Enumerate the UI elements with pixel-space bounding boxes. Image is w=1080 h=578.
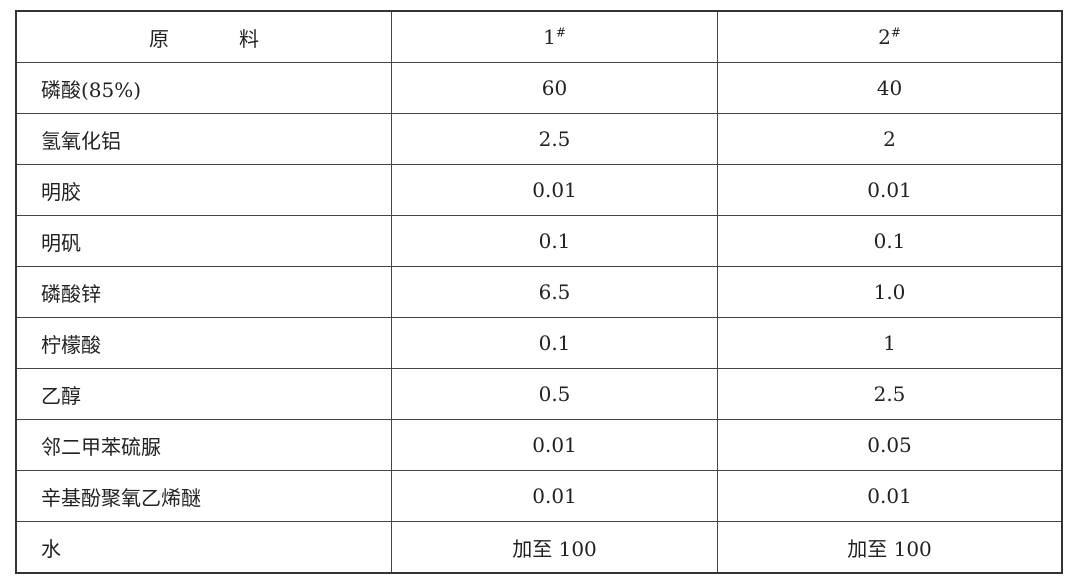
formula-table: 原料 1# 2# 磷酸(85%) 60 40 氢氧化铝 2.5 2 明胶 0.01 0.01 明矾… bbox=[15, 10, 1063, 574]
formula-2-cell: 1.0 bbox=[717, 266, 1063, 318]
formula-2-cell: 0.1 bbox=[717, 215, 1063, 267]
formula-1-cell: 0.01 bbox=[391, 470, 718, 522]
material-cell: 明矾 bbox=[15, 215, 392, 267]
header-mark: # bbox=[555, 25, 566, 40]
table-row: 明矾 0.1 0.1 bbox=[15, 215, 1063, 267]
material-cell: 辛基酚聚氧乙烯醚 bbox=[15, 470, 392, 522]
table-row: 乙醇 0.5 2.5 bbox=[15, 368, 1063, 420]
formula-2-cell: 2.5 bbox=[717, 368, 1063, 420]
formula-2-cell: 1 bbox=[717, 317, 1063, 369]
formula-2-cell: 加至 100 bbox=[717, 521, 1063, 574]
header-char: 原 bbox=[149, 26, 169, 51]
header-number: 1 bbox=[543, 25, 556, 49]
header-formula-2: 2# bbox=[717, 10, 1063, 63]
header-char: 料 bbox=[239, 26, 259, 51]
material-cell: 磷酸(85%) bbox=[15, 62, 392, 114]
header-mark: # bbox=[890, 25, 901, 40]
formula-1-cell: 6.5 bbox=[391, 266, 718, 318]
table-row: 氢氧化铝 2.5 2 bbox=[15, 113, 1063, 165]
table-row: 邻二甲苯硫脲 0.01 0.05 bbox=[15, 419, 1063, 471]
material-cell: 水 bbox=[15, 521, 392, 574]
formula-1-cell: 加至 100 bbox=[391, 521, 718, 574]
formula-1-cell: 60 bbox=[391, 62, 718, 114]
material-cell: 邻二甲苯硫脲 bbox=[15, 419, 392, 471]
header-number: 2 bbox=[878, 25, 891, 49]
header-material: 原料 bbox=[15, 10, 392, 63]
table-row: 水加至 100 加至 100 bbox=[15, 521, 1063, 574]
formula-2-cell: 0.01 bbox=[717, 470, 1063, 522]
formula-1-cell: 2.5 bbox=[391, 113, 718, 165]
formula-1-cell: 0.5 bbox=[391, 368, 718, 420]
table-row: 辛基酚聚氧乙烯醚 0.01 0.01 bbox=[15, 470, 1063, 522]
material-cell: 明胶 bbox=[15, 164, 392, 216]
formula-2-cell: 40 bbox=[717, 62, 1063, 114]
material-cell: 磷酸锌 bbox=[15, 266, 392, 318]
formula-2-cell: 0.01 bbox=[717, 164, 1063, 216]
formula-2-cell: 2 bbox=[717, 113, 1063, 165]
formula-1-cell: 0.1 bbox=[391, 317, 718, 369]
table-row: 明胶 0.01 0.01 bbox=[15, 164, 1063, 216]
formula-2-cell: 0.05 bbox=[717, 419, 1063, 471]
table-row: 磷酸锌 6.5 1.0 bbox=[15, 266, 1063, 318]
formula-1-cell: 0.01 bbox=[391, 419, 718, 471]
header-row: 原料 1# 2# bbox=[15, 10, 1063, 63]
formula-1-cell: 0.1 bbox=[391, 215, 718, 267]
material-cell: 柠檬酸 bbox=[15, 317, 392, 369]
material-cell: 氢氧化铝 bbox=[15, 113, 392, 165]
material-cell: 乙醇 bbox=[15, 368, 392, 420]
table-row: 柠檬酸 0.1 1 bbox=[15, 317, 1063, 369]
formula-1-cell: 0.01 bbox=[391, 164, 718, 216]
header-formula-1: 1# bbox=[391, 10, 718, 63]
table-row: 磷酸(85%) 60 40 bbox=[15, 62, 1063, 114]
